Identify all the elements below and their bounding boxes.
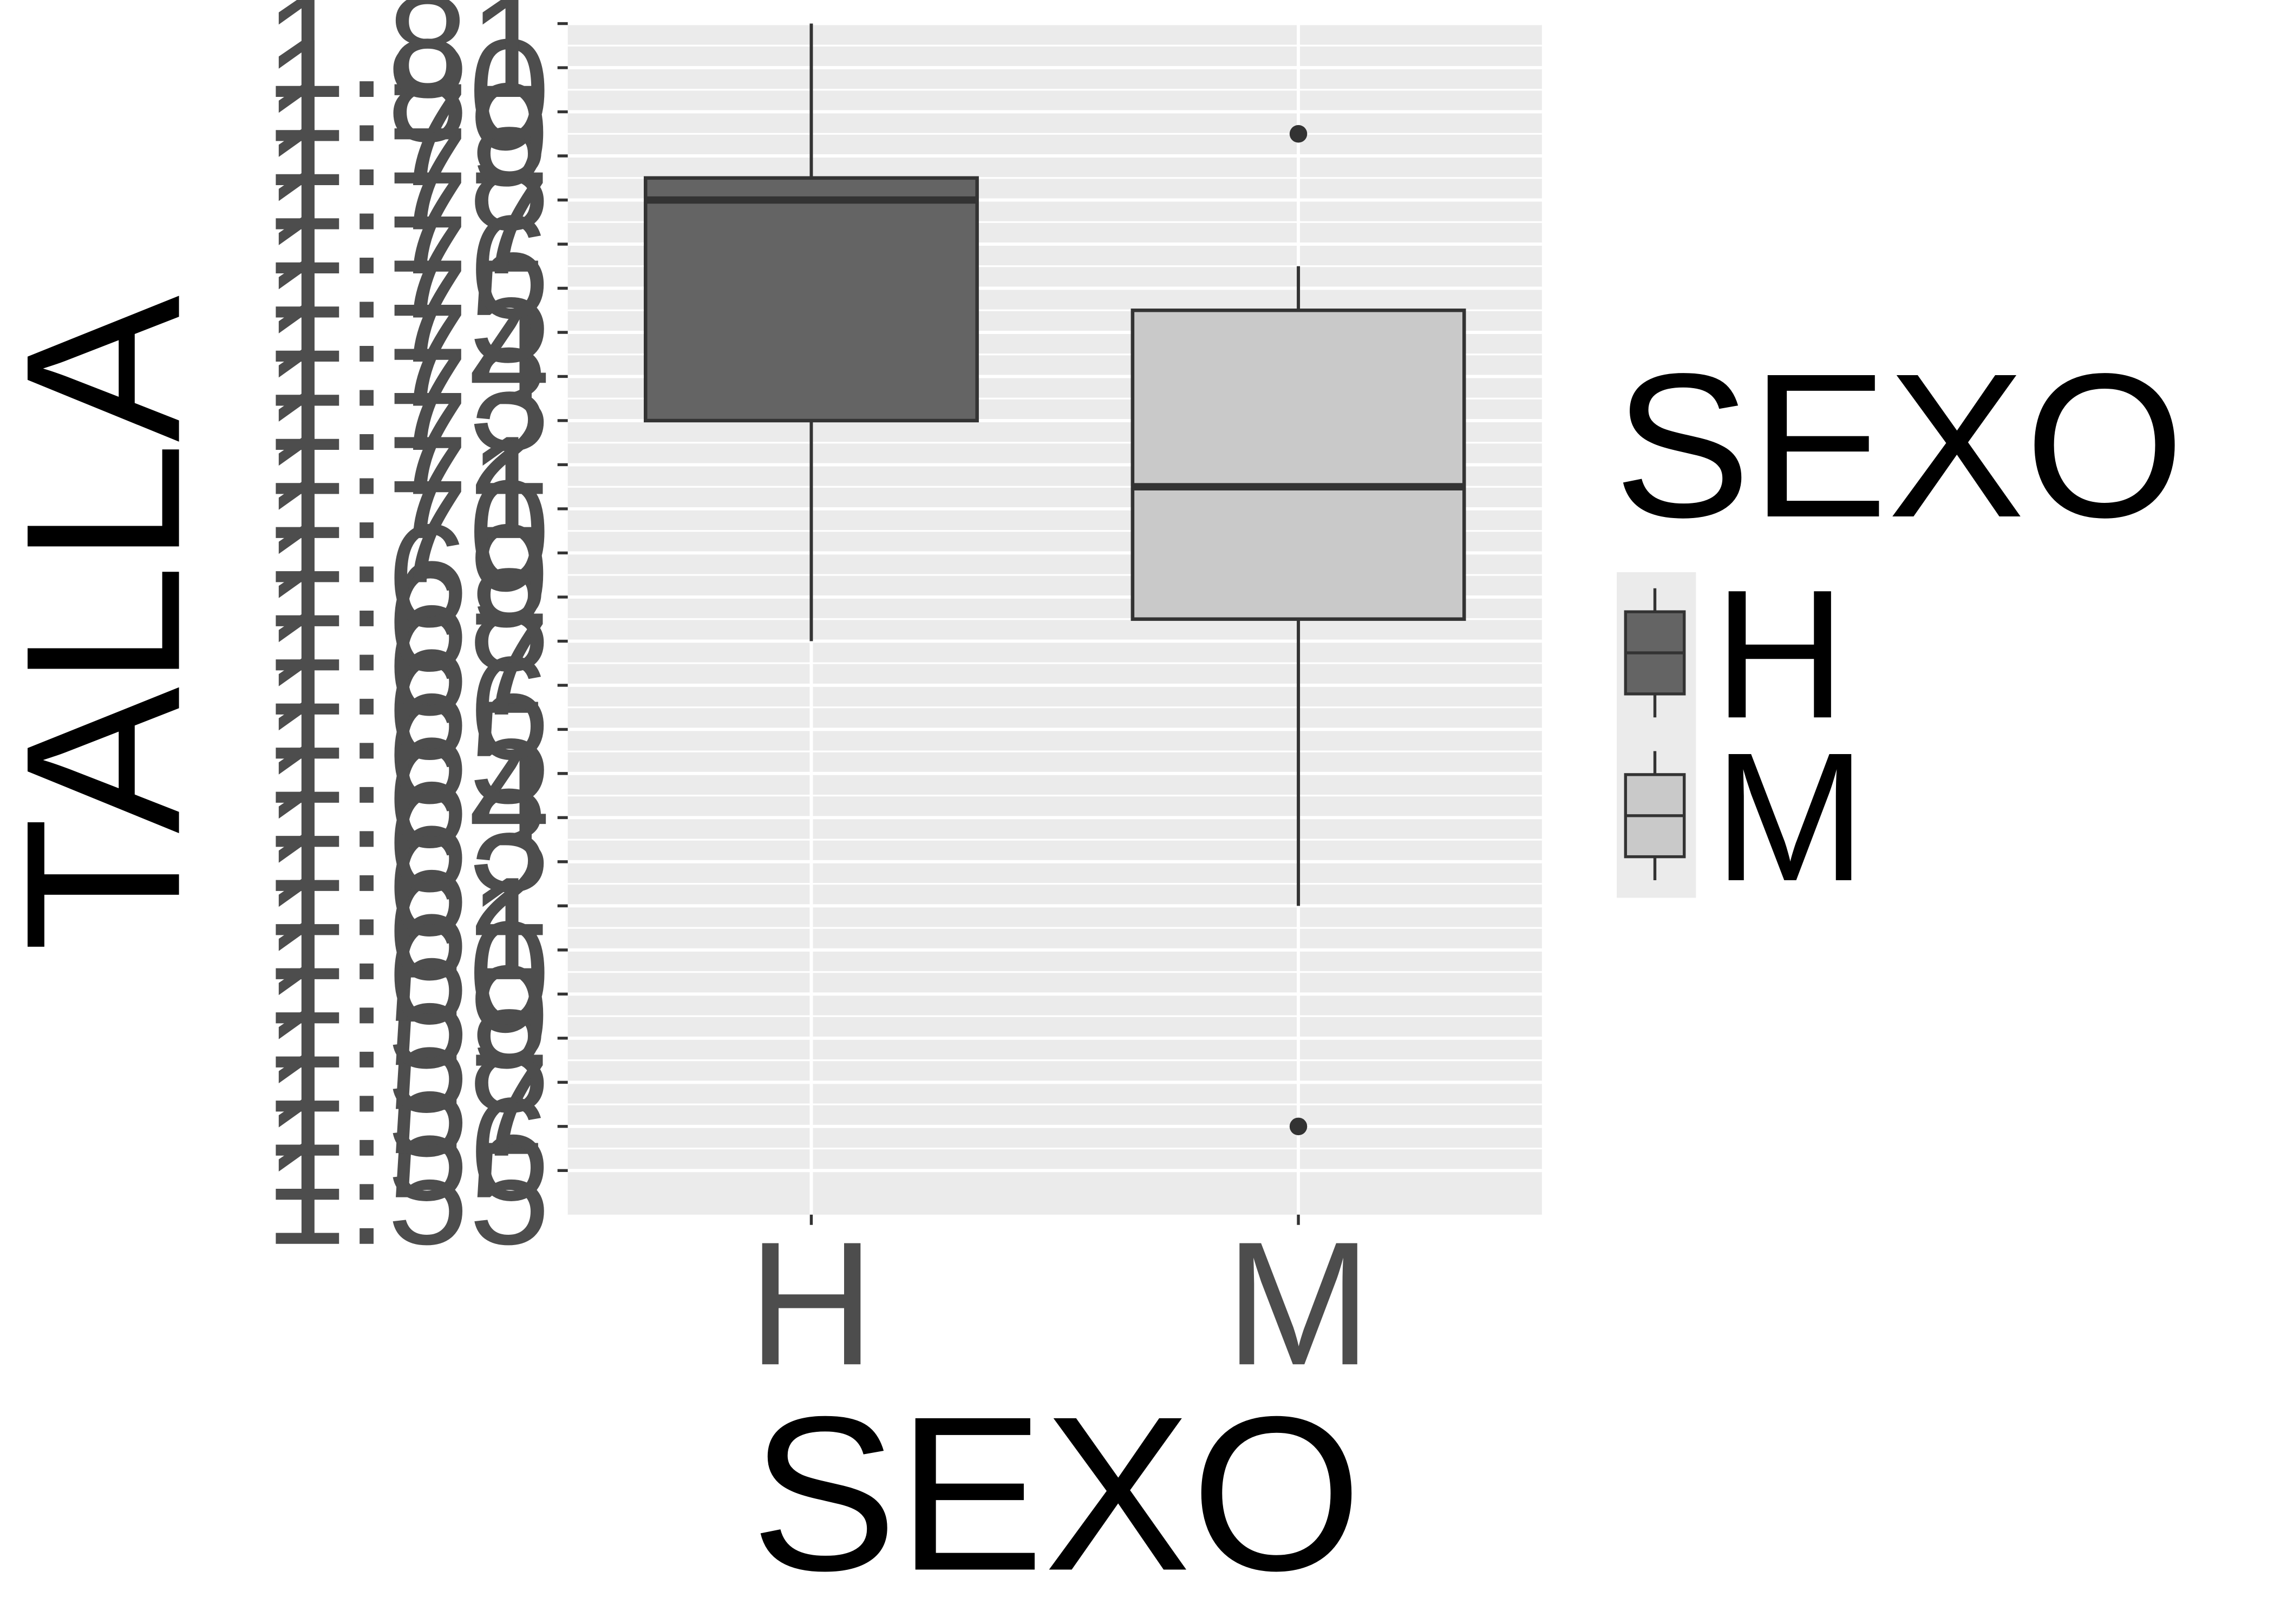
y-tick-label: 1.77 — [265, 141, 550, 305]
y-tick-label: 1.62 — [265, 803, 550, 966]
y-tick-label: 1.60 — [265, 891, 550, 1055]
y-tick-label: 1.75 — [265, 230, 550, 393]
legend-label: M — [1714, 714, 1866, 919]
y-tick-label: 1.56 — [265, 1068, 550, 1231]
y-tick-label: 1.61 — [265, 847, 550, 1011]
axes: 1.551.561.571.581.591.601.611.621.631.64… — [265, 0, 1372, 1402]
y-tick-label: 1.65 — [265, 671, 550, 834]
y-tick-label: 1.76 — [265, 185, 550, 349]
y-tick-label: 1.55 — [265, 1112, 550, 1275]
outlier-point — [1289, 1117, 1308, 1136]
y-tick-label: 1.81 — [265, 0, 550, 128]
x-tick-label: M — [1225, 1205, 1372, 1402]
y-tick-label: 1.57 — [265, 1024, 550, 1187]
legend-title: SEXO — [1614, 331, 2185, 560]
y-tick-label: 1.73 — [265, 318, 550, 481]
y-tick-label: 1.59 — [265, 935, 550, 1099]
box-H — [644, 176, 979, 423]
legend-label: H — [1714, 551, 1846, 756]
y-tick-label: 1.63 — [265, 759, 550, 922]
y-tick-label: 1.72 — [265, 362, 550, 525]
y-tick-label: 1.70 — [265, 450, 550, 613]
y-tick-label: 1.66 — [265, 626, 550, 790]
y-tick-label: 1.64 — [265, 715, 550, 878]
y-tick-label: 1.58 — [265, 979, 550, 1143]
box-M — [1131, 308, 1466, 621]
y-tick-label: 1.67 — [265, 582, 550, 746]
x-tick-label: H — [748, 1205, 875, 1402]
y-tick-label: 1.78 — [265, 97, 550, 261]
y-tick-label: 1.74 — [265, 273, 550, 437]
legend: SEXO HM — [1614, 331, 2185, 919]
outlier-point — [1289, 125, 1308, 143]
x-axis-title: SEXO — [750, 1371, 1362, 1617]
boxes — [644, 23, 1466, 1136]
y-tick-label: 1.80 — [265, 9, 550, 173]
y-tick-label: 1.79 — [265, 53, 550, 217]
y-tick-label: 1.68 — [265, 538, 550, 702]
y-tick-label: 1.71 — [265, 406, 550, 569]
y-axis-title: TALLA — [0, 294, 226, 952]
y-tick-label: 1.69 — [265, 494, 550, 658]
